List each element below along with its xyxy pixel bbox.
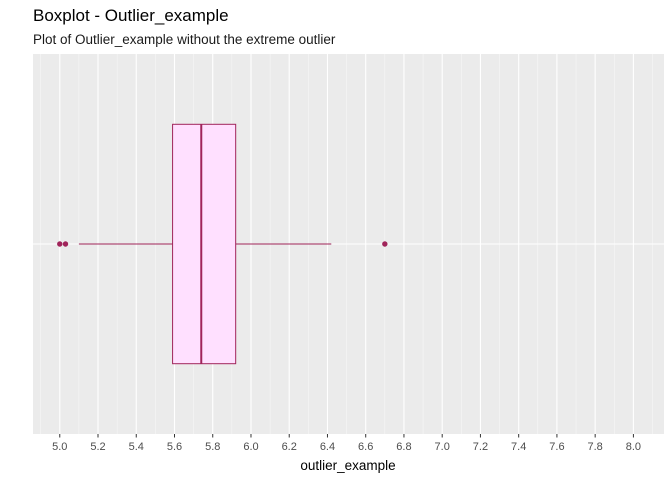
outlier-point: [62, 241, 69, 247]
outlier-point: [382, 241, 388, 247]
x-axis-title: outlier_example: [300, 458, 395, 473]
x-tick-label: 7.2: [473, 441, 488, 453]
x-tick-label: 6.6: [358, 441, 373, 453]
outlier-point: [57, 241, 63, 247]
x-tick-label: 7.6: [549, 441, 564, 453]
x-tick-label: 5.6: [167, 441, 182, 453]
x-tick-label: 6.2: [282, 441, 297, 453]
x-tick-label: 6.4: [320, 441, 335, 453]
x-tick-label: 8.0: [626, 441, 641, 453]
box-iqr: [172, 123, 237, 365]
x-tick-label: 7.8: [588, 441, 603, 453]
x-tick-label: 5.0: [52, 441, 67, 453]
x-tick-label: 7.0: [435, 441, 450, 453]
boxplot-marks: [57, 123, 388, 365]
x-tick-label: 6.0: [243, 441, 258, 453]
x-tick-label: 7.4: [511, 441, 526, 453]
x-tick-label: 5.2: [90, 441, 105, 453]
chart-title: Boxplot - Outlier_example: [33, 6, 229, 25]
x-tick-label: 5.8: [205, 441, 220, 453]
x-tick-label: 6.8: [396, 441, 411, 453]
x-tick-label: 5.4: [129, 441, 144, 453]
x-axis-ticks: 5.0 5.2 5.4 5.6 5.8 6.0 6.2 6.4 6.6 6.8 7.0 7.2 7.4 7…: [52, 434, 641, 453]
chart-subtitle: Plot of Outlier_example without the extr…: [33, 32, 336, 47]
